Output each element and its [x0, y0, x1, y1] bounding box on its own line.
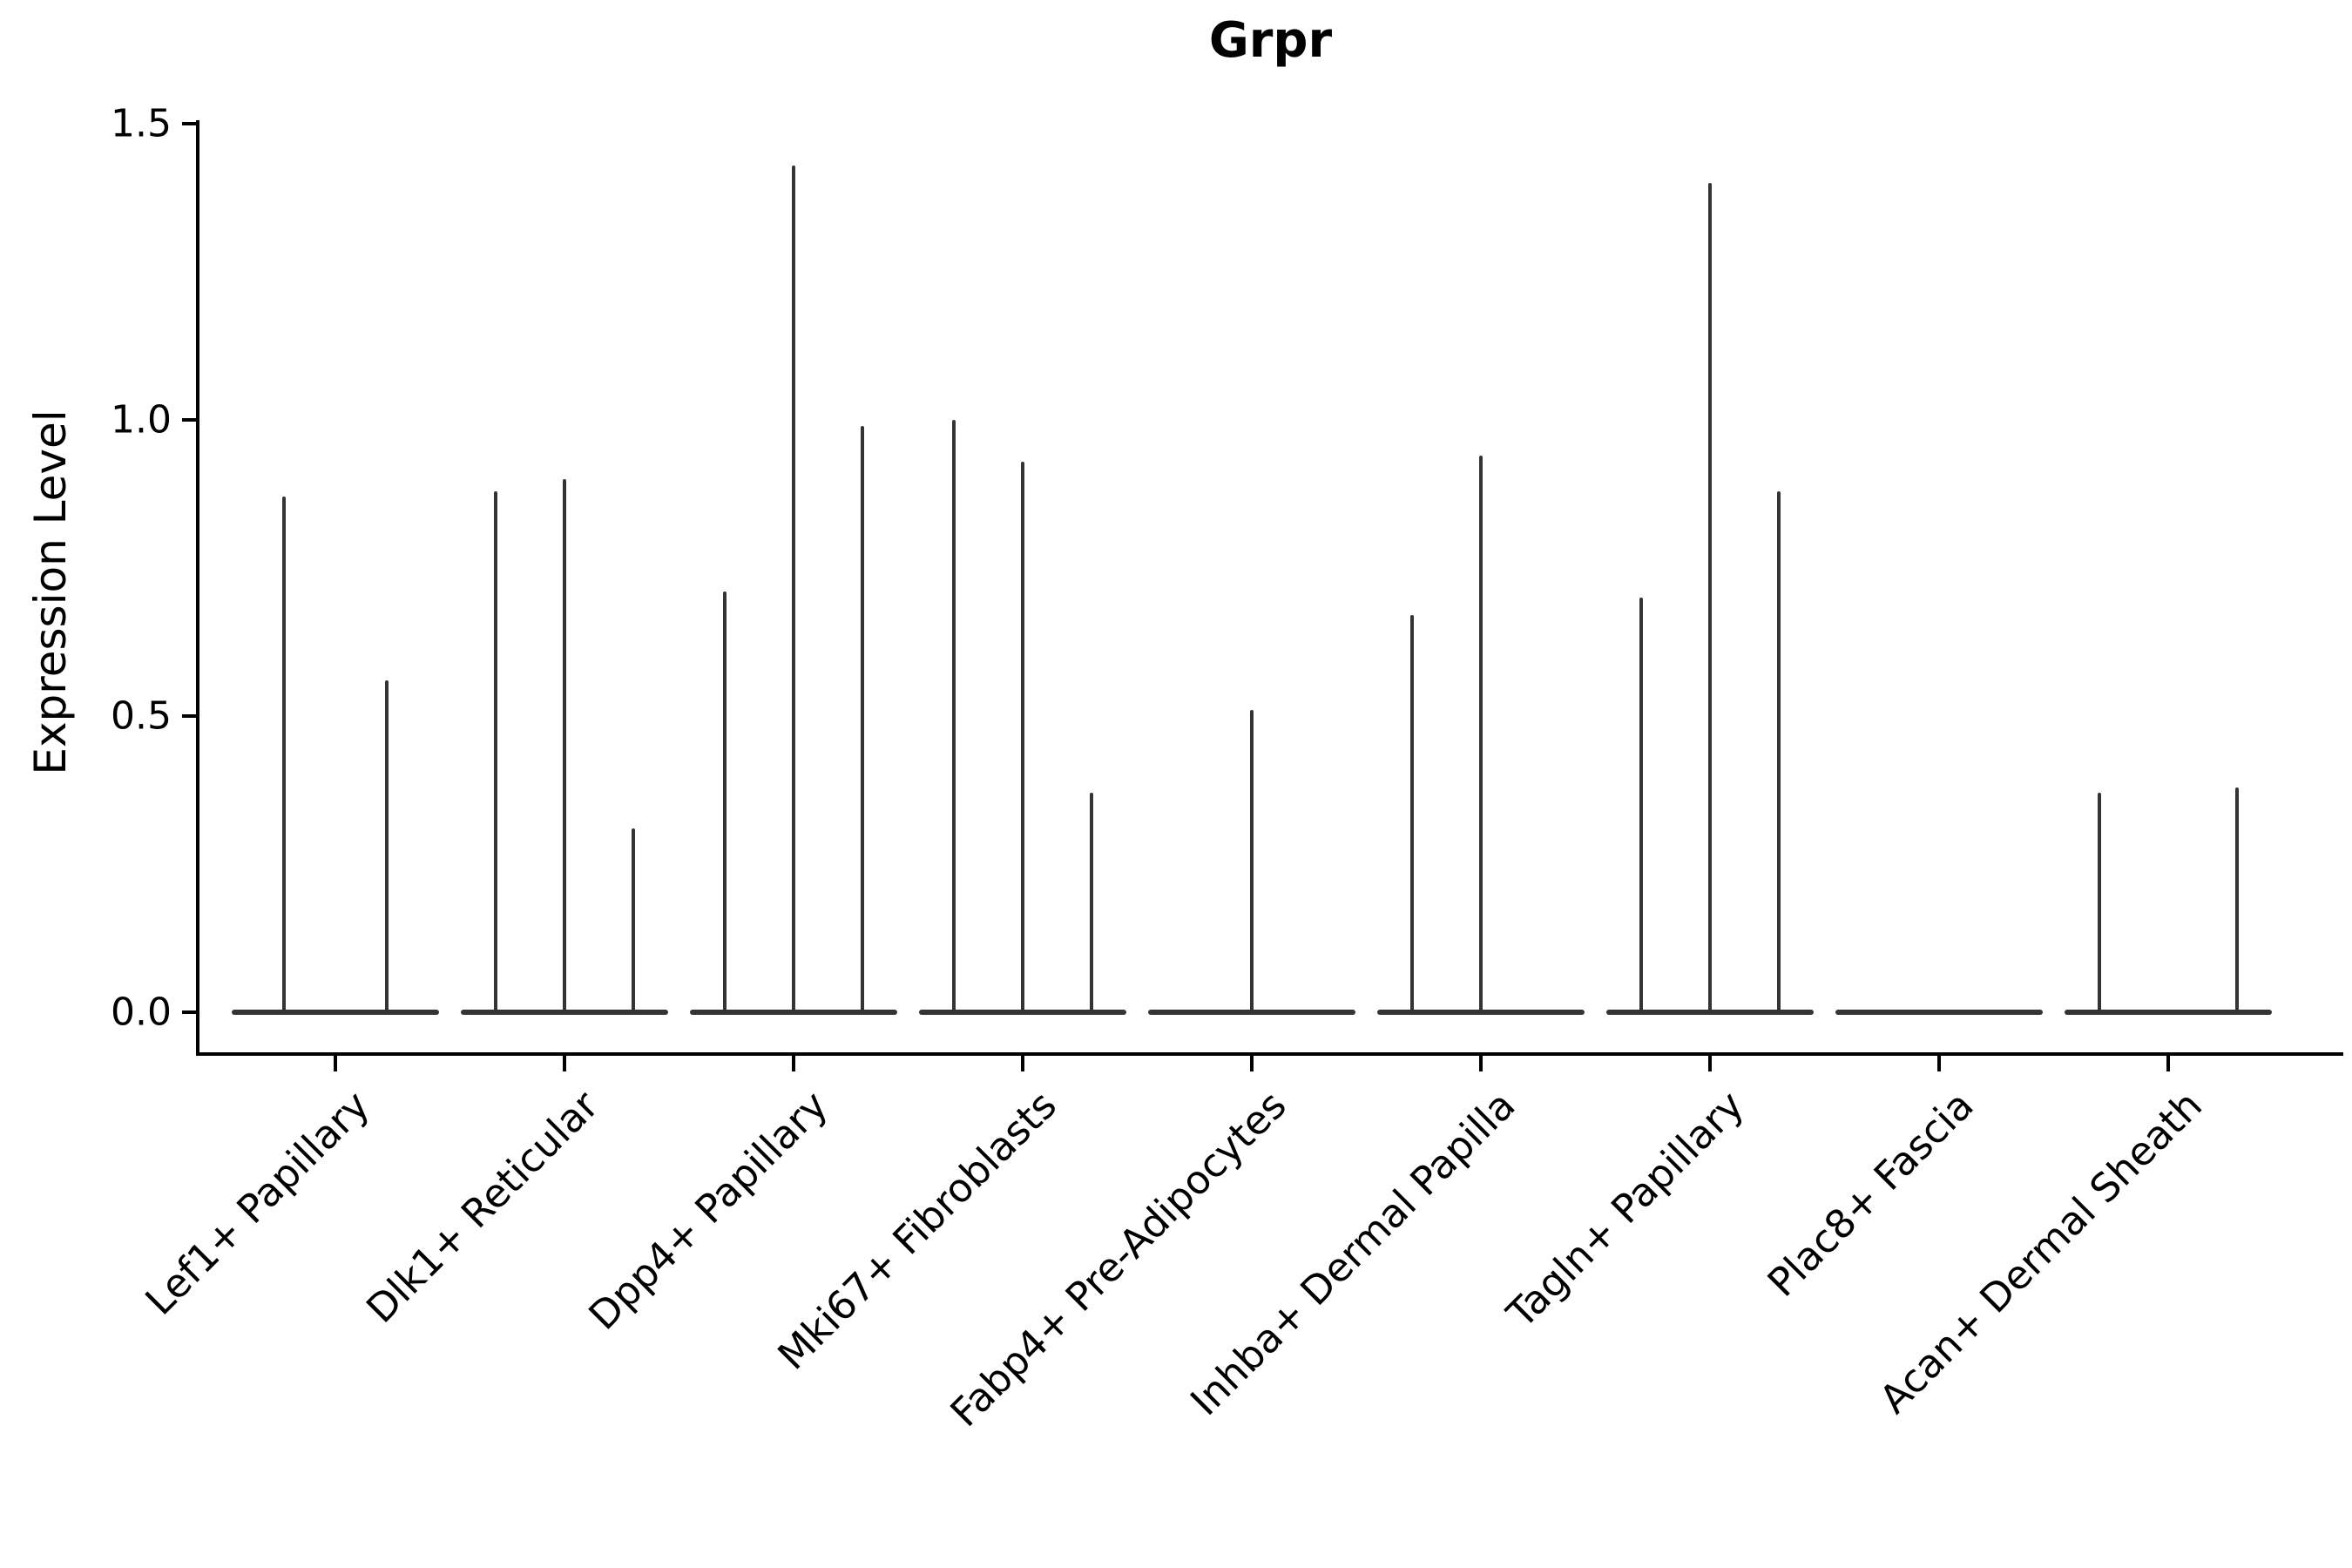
chart-title: Grpr [1208, 12, 1333, 69]
violin-needle [1021, 462, 1024, 1015]
x-tick-label: Plac8+ Fascia [1758, 1082, 1983, 1306]
x-axis-spine [196, 1052, 2343, 1056]
violin-needle [861, 426, 864, 1015]
violin-needle [494, 491, 497, 1015]
x-tick-label: Lef1+ Papillary [136, 1082, 379, 1324]
violin-needle [723, 591, 727, 1015]
violin-needle [1479, 456, 1483, 1015]
x-tick [1479, 1056, 1483, 1071]
violin-needle [2098, 793, 2101, 1015]
violin-needle [952, 420, 956, 1015]
x-tick [1708, 1056, 1712, 1071]
x-tick-label: Dpp4+ Papillary [579, 1082, 837, 1339]
x-tick [1021, 1056, 1024, 1071]
y-tick [182, 1010, 198, 1014]
y-tick [182, 418, 198, 422]
y-tick-label: 1.0 [111, 397, 172, 443]
violin-needle [2235, 787, 2239, 1015]
violin-needle [1708, 183, 1712, 1015]
violin-needle [282, 497, 286, 1015]
violin-needle [632, 828, 635, 1015]
violin-needle [385, 680, 389, 1015]
violin-needle [563, 479, 566, 1015]
y-axis-spine [196, 120, 199, 1056]
x-tick [563, 1056, 566, 1071]
violin-needle [1639, 598, 1643, 1015]
y-tick [182, 122, 198, 125]
y-tick-label: 1.5 [111, 101, 172, 146]
y-tick-label: 0.5 [111, 693, 172, 739]
violin-needle [1090, 793, 1093, 1015]
violin-baseline [232, 1010, 439, 1015]
y-tick-label: 0.0 [111, 990, 172, 1035]
violin-baseline [1835, 1010, 2043, 1015]
violin-needle [1410, 615, 1414, 1015]
y-tick [182, 714, 198, 718]
x-tick [2166, 1056, 2170, 1071]
x-tick [1250, 1056, 1254, 1071]
violin-needle [1250, 710, 1254, 1015]
violin-baseline [2065, 1010, 2272, 1015]
x-tick [334, 1056, 337, 1071]
x-tick-label: Tagln+ Papillary [1497, 1082, 1754, 1337]
x-tick-label: Dlk1+ Reticular [357, 1082, 608, 1332]
x-tick [1937, 1056, 1941, 1071]
x-tick [792, 1056, 795, 1071]
violin-needle [792, 166, 795, 1015]
violin-needle [1777, 491, 1781, 1015]
